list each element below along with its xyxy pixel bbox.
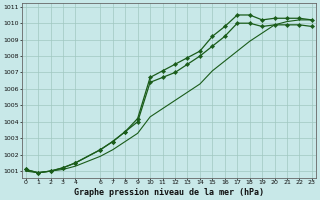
X-axis label: Graphe pression niveau de la mer (hPa): Graphe pression niveau de la mer (hPa) xyxy=(74,188,264,197)
